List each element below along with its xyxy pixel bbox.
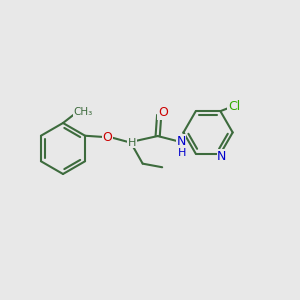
Text: O: O <box>103 131 112 144</box>
Text: CH₃: CH₃ <box>74 107 93 117</box>
Text: O: O <box>158 106 168 119</box>
Text: H: H <box>178 148 186 158</box>
Text: H: H <box>128 138 136 148</box>
Text: N: N <box>217 150 226 163</box>
Text: Cl: Cl <box>228 100 240 112</box>
Text: N: N <box>176 135 186 148</box>
